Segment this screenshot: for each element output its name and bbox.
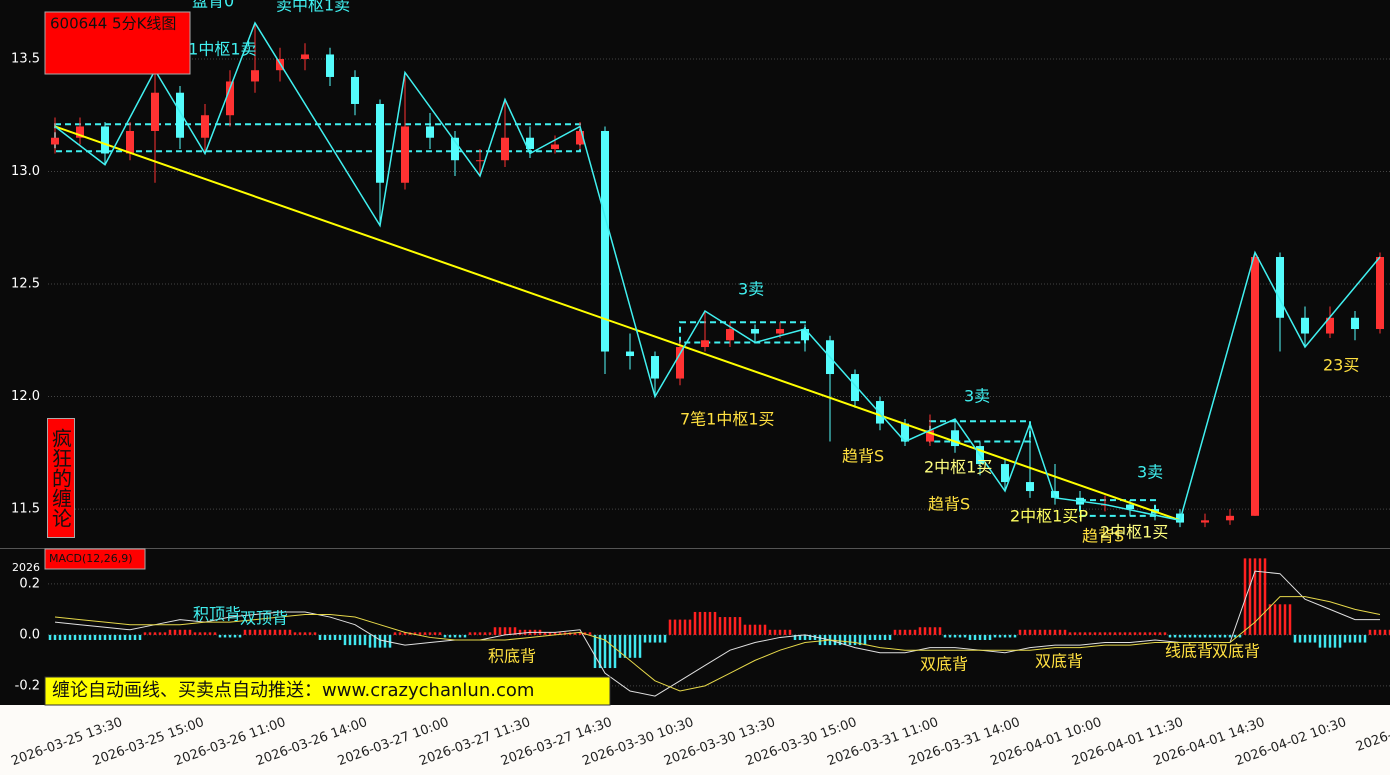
price-panel: 盘背0 卖中枢1卖7笔1中枢1卖3卖7笔1中枢1买趋背S2中枢1买3卖趋背S2中枢… <box>48 0 1390 546</box>
annotation: 积顶背 <box>193 605 241 624</box>
y-tick-label: -0.2 <box>15 678 40 693</box>
annotation: 趋背S <box>928 495 970 514</box>
candle-body <box>601 130 609 352</box>
candle-body <box>326 54 334 77</box>
candle-body <box>1376 257 1384 330</box>
annotation: 趋背S <box>842 447 884 466</box>
candle-body <box>251 70 259 82</box>
candle-body <box>126 130 134 154</box>
candle-body <box>101 126 109 154</box>
candle-body <box>426 126 434 138</box>
annotation: 23买 <box>1323 356 1359 375</box>
candle-body <box>851 374 859 402</box>
candle-body <box>201 115 209 138</box>
annotation: 2中枢1买 <box>1100 523 1168 542</box>
dif-line <box>54 570 1380 697</box>
candle-body <box>351 76 359 104</box>
candle-body <box>1301 317 1309 334</box>
candle-body <box>576 130 584 145</box>
annotation: 3卖 <box>964 387 990 406</box>
y-tick-label: 13.0 <box>11 164 40 179</box>
y-tick-label: 0.2 <box>19 576 40 591</box>
footer-box <box>44 676 611 706</box>
annotation: 双底背 <box>1035 652 1083 671</box>
candle-body <box>1226 515 1234 521</box>
candle-body <box>451 137 459 161</box>
candle-body <box>376 103 384 183</box>
trend-line <box>54 125 1181 522</box>
annotation: 7笔1中枢1买 <box>680 410 775 429</box>
candle-body <box>1276 257 1284 318</box>
candle-body <box>51 137 59 145</box>
annotation: 3卖 <box>738 280 764 299</box>
annotation: 2中枢1买 <box>924 458 992 477</box>
candle-body <box>1126 504 1134 510</box>
candle-body <box>1026 482 1034 492</box>
candle-body <box>726 329 734 341</box>
candle-body <box>776 329 784 334</box>
candle-body <box>951 430 959 447</box>
candle-body <box>1051 491 1059 498</box>
candle-body <box>526 137 534 149</box>
y-tick-label: 13.5 <box>11 51 40 66</box>
bi-line <box>54 21 1381 522</box>
annotation: 双底背 <box>920 655 968 674</box>
annotation: 卖中枢1卖 <box>276 0 350 15</box>
candle-body <box>1201 520 1209 523</box>
time-axis-bg <box>0 705 1390 775</box>
candle-body <box>901 423 909 442</box>
candle-body <box>801 329 809 341</box>
annotation: 趋背S <box>1082 527 1124 546</box>
candle-body <box>301 54 309 59</box>
candle-body <box>176 92 184 138</box>
candle-body <box>926 430 934 442</box>
y-tick-label: 12.0 <box>11 389 40 404</box>
annotation: 双底背 <box>1212 642 1260 661</box>
annotation: 积底背 <box>488 647 536 666</box>
dea-line <box>54 596 1381 692</box>
annotation: 盘背0 <box>192 0 234 11</box>
chart-title: 600644 5分K线图 <box>50 15 176 33</box>
candle-body <box>551 144 559 149</box>
candle-body <box>151 92 159 131</box>
macd-corner: 2026 <box>12 561 40 574</box>
zhongshu-box <box>679 321 806 344</box>
candle-body <box>1001 464 1009 483</box>
candle-body <box>501 137 509 161</box>
y-tick-label: 12.5 <box>11 277 40 292</box>
annotation: 双顶背 <box>240 609 288 628</box>
candle-body <box>401 126 409 183</box>
candle-body <box>751 329 759 334</box>
side-label: 疯狂的缠论 <box>47 418 75 538</box>
candle-body <box>701 340 709 348</box>
candle-body <box>651 356 659 379</box>
candle-body <box>676 347 684 379</box>
candle-body <box>1251 257 1259 516</box>
candle-body <box>1326 317 1334 334</box>
annotation: 线底背 <box>1165 642 1213 661</box>
annotation: 2中枢1买P <box>1010 507 1088 526</box>
candle-body <box>626 351 634 357</box>
footer: 缠论自动画线、买卖点自动推送：www.crazychanlun.com <box>52 680 534 701</box>
annotation: 3卖 <box>1137 463 1163 482</box>
candle-body <box>76 126 84 138</box>
y-tick-label: 0.0 <box>19 627 40 642</box>
macd-label: MACD(12,26,9) <box>49 552 133 565</box>
title-box <box>44 11 191 75</box>
candle-body <box>476 160 484 162</box>
candle-body <box>1351 317 1359 330</box>
y-tick-label: 11.5 <box>11 502 40 517</box>
macd-label-box <box>44 548 146 570</box>
candle-body <box>226 81 234 116</box>
